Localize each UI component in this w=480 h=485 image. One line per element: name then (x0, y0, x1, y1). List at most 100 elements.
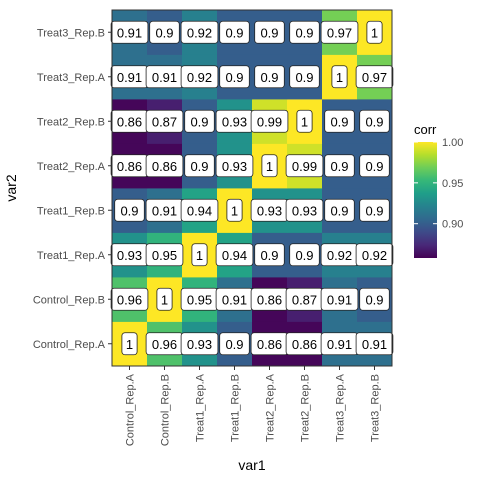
legend-tick-label: 0.95 (442, 178, 463, 190)
cell-label: 0.9 (365, 292, 383, 307)
cell-label: 0.9 (260, 70, 278, 85)
x-tick-label: Treat1_Rep.B (230, 374, 242, 442)
cell-label: 0.91 (362, 337, 387, 352)
cell-label: 0.91 (117, 70, 142, 85)
x-tick-label: Treat3_Rep.A (335, 373, 347, 442)
cell-label-box (285, 154, 324, 178)
cell-label-box (324, 154, 355, 178)
cell-label-box (359, 109, 390, 133)
cell-label: 0.94 (187, 203, 212, 218)
cell-label: 0.93 (117, 248, 142, 263)
cell-label: 0.9 (330, 114, 348, 129)
cell-label: 0.9 (190, 159, 208, 174)
cell-label-box (215, 154, 254, 178)
cell-label-box (250, 109, 289, 133)
cell-label: 1 (161, 292, 168, 307)
cell-label: 0.86 (117, 114, 142, 129)
y-axis-title: var2 (3, 174, 19, 201)
cell-label: 0.93 (187, 337, 212, 352)
cell-label: 0.91 (117, 25, 142, 40)
cell-label: 0.93 (292, 203, 317, 218)
cell-label-box (289, 243, 320, 267)
cell-label-box (145, 109, 184, 133)
cell-label: 1 (266, 159, 273, 174)
cell-label-box (219, 332, 250, 356)
cell-label: 0.92 (187, 25, 212, 40)
cell-label: 0.97 (327, 25, 352, 40)
cell-label: 0.9 (190, 114, 208, 129)
cell-label: 1 (336, 70, 343, 85)
cell-label-box (355, 332, 394, 356)
cell-label-box (254, 20, 285, 44)
cell-label-box (261, 154, 278, 178)
cell-label: 0.92 (362, 248, 387, 263)
x-tick-label: Treat3_Rep.B (370, 374, 382, 442)
cell-label-box (226, 198, 243, 222)
legend-colorbar (414, 142, 437, 258)
cell-label-box (145, 243, 184, 267)
cell-label: 0.92 (187, 70, 212, 85)
cell-label-box (219, 65, 250, 89)
x-tick-label: Treat2_Rep.A (265, 373, 277, 442)
cell-label-box (289, 20, 320, 44)
cell-label: 0.9 (365, 203, 383, 218)
cell-label: 0.91 (152, 70, 177, 85)
cell-label: 1 (371, 25, 378, 40)
legend-title: corr (414, 122, 437, 137)
cell-label-box (145, 154, 184, 178)
cell-label-box (296, 109, 313, 133)
cell-label-box (355, 243, 394, 267)
cell-label: 1 (301, 114, 308, 129)
cell-label-box (320, 20, 359, 44)
cell-label-box (149, 20, 180, 44)
cell-label: 0.9 (295, 25, 313, 40)
cell-label: 0.86 (257, 292, 282, 307)
cell-label: 0.9 (295, 248, 313, 263)
legend-tick-label: 0.90 (442, 219, 463, 231)
cell-label: 0.97 (362, 70, 387, 85)
cell-label: 0.93 (222, 159, 247, 174)
cell-label: 0.86 (292, 337, 317, 352)
cell-label: 0.93 (222, 114, 247, 129)
cell-label-box (219, 20, 250, 44)
cell-label-box (180, 20, 219, 44)
legend-tick-label: 1.00 (442, 137, 463, 149)
cell-label-box (359, 154, 390, 178)
cell-label: 0.9 (120, 203, 138, 218)
x-tick-label: Control_Rep.A (125, 373, 137, 446)
panel-border (111, 9, 393, 367)
cell-label-box (180, 332, 219, 356)
cell-label-box (324, 198, 355, 222)
cell-label-box (215, 243, 254, 267)
cell-label: 0.91 (152, 203, 177, 218)
y-tick-label: Treat3_Rep.A (37, 72, 106, 84)
cell-label: 0.94 (222, 248, 247, 263)
y-tick-label: Treat2_Rep.A (37, 161, 106, 173)
cell-label: 0.96 (152, 337, 177, 352)
cell-label-box (184, 154, 215, 178)
cell-label: 0.9 (260, 25, 278, 40)
cell-label-box (285, 198, 324, 222)
cell-label-box (184, 109, 215, 133)
y-axis: Control_Rep.A Control_Rep.B Treat1_Rep.A Tr… (33, 27, 112, 351)
x-axis-title: var1 (238, 457, 265, 473)
cell-label-box (191, 243, 208, 267)
cell-label: 0.9 (365, 114, 383, 129)
cell-label-box (320, 287, 359, 311)
cell-labels: 1 0.96 0.93 0.9 0.86 0.86 0.91 0.910.96 1 0.95 0.9… (110, 20, 394, 356)
cell-label-box (359, 198, 390, 222)
x-tick-label: Treat2_Rep.B (300, 374, 312, 442)
cell-label: 1 (196, 248, 203, 263)
cell-label: 0.92 (327, 248, 352, 263)
y-tick-label: Treat1_Rep.A (37, 250, 106, 262)
cell-label: 0.9 (225, 337, 243, 352)
cell-label-box (289, 65, 320, 89)
cell-label: 0.9 (295, 70, 313, 85)
heatmap-cells (112, 10, 393, 367)
cell-label-box (355, 65, 394, 89)
cell-label: 1 (231, 203, 238, 218)
cell-label: 0.9 (155, 25, 173, 40)
y-tick-label: Treat3_Rep.B (37, 27, 105, 39)
